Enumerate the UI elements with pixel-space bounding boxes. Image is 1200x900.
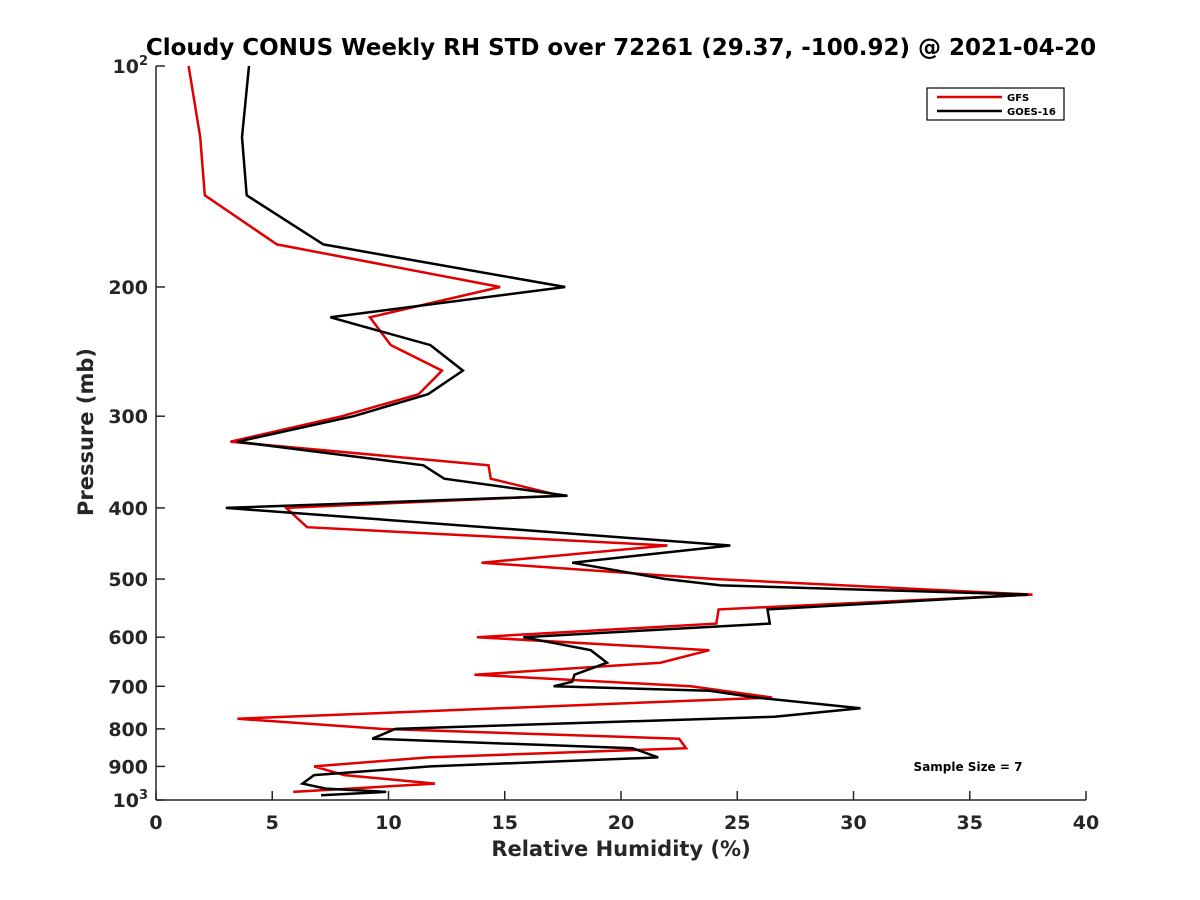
series-layer (187, 65, 1033, 797)
y-tick-exponent: 2 (139, 54, 148, 69)
chart-title: Cloudy CONUS Weekly RH STD over 72261 (2… (146, 35, 1096, 61)
x-tick-label: 5 (266, 812, 279, 834)
series-line-gfs (187, 65, 1033, 794)
x-axis-label: Relative Humidity (%) (491, 837, 750, 861)
y-tick-label: 500 (108, 569, 148, 591)
y-tick-label: 400 (108, 498, 148, 520)
y-tick-label: 900 (108, 756, 148, 778)
x-tick-label: 10 (375, 812, 401, 834)
y-tick-label: 10 (113, 56, 139, 78)
y-tick-label: 200 (108, 277, 148, 299)
y-tick-label: 800 (108, 719, 148, 741)
x-tick-label: 35 (957, 812, 983, 834)
y-tick-label: 600 (108, 627, 148, 649)
sample-size-annotation: Sample Size = 7 (914, 760, 1023, 774)
y-tick-label: 10 (113, 790, 139, 812)
y-tick-label: 300 (108, 406, 148, 428)
legend-box (926, 87, 1065, 121)
legend-label: GOES-16 (1007, 107, 1056, 118)
x-tick-label: 15 (492, 812, 518, 834)
x-tick-label: 20 (608, 812, 634, 834)
x-tick-label: 0 (149, 812, 162, 834)
y-tick-exponent: 3 (139, 788, 148, 803)
legend: GFS GOES-16 (926, 87, 1065, 121)
y-axis-label: Pressure (mb) (74, 348, 98, 516)
legend-label: GFS (1007, 93, 1029, 104)
series-line-goes-16 (225, 65, 1028, 797)
x-tick-label: 25 (724, 812, 750, 834)
y-tick-label: 700 (108, 676, 148, 698)
x-tick-label: 30 (840, 812, 866, 834)
x-tick-label: 40 (1073, 812, 1099, 834)
